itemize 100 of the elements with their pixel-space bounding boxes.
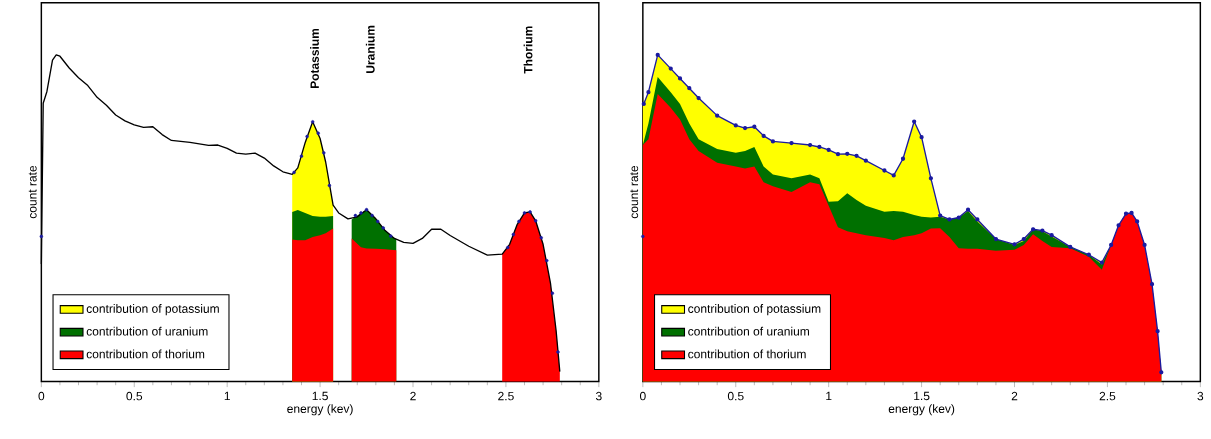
- x-tick-label: 2: [410, 391, 416, 401]
- point: [668, 66, 673, 71]
- point: [1021, 237, 1026, 242]
- x-tick-label: 1.5: [312, 391, 328, 401]
- point: [506, 245, 510, 250]
- point: [891, 173, 896, 178]
- point: [1049, 233, 1054, 238]
- x-tick-label: 1: [826, 391, 832, 401]
- legend-label: contribution of uranium: [688, 326, 809, 336]
- point: [715, 113, 720, 118]
- x-tick-label: 1: [224, 391, 230, 401]
- point: [1099, 260, 1104, 265]
- point: [1123, 211, 1129, 216]
- point: [646, 90, 651, 95]
- point: [556, 350, 560, 354]
- x-tick-label: 3: [1197, 391, 1204, 401]
- point: [1116, 223, 1121, 228]
- point: [928, 176, 934, 181]
- point: [817, 144, 822, 150]
- x-tick-label: 2: [1011, 391, 1018, 401]
- point: [316, 131, 320, 136]
- point: [522, 211, 527, 215]
- point: [733, 123, 738, 128]
- point: [381, 226, 386, 230]
- legend-label: contribution of thorium: [688, 349, 806, 359]
- point: [305, 134, 309, 139]
- legend-label: contribution of thorium: [86, 349, 205, 359]
- legend-label: contribution of potassium: [688, 304, 821, 316]
- point: [364, 208, 369, 212]
- x-tick-label: 0: [38, 391, 45, 401]
- y-axis-title: count rate: [28, 166, 37, 219]
- point: [863, 158, 868, 163]
- point: [947, 217, 952, 222]
- point: [938, 213, 943, 218]
- point: [292, 170, 296, 175]
- x-axis-title: energy (kev): [888, 404, 955, 416]
- point: [388, 234, 393, 238]
- point: [375, 219, 380, 224]
- point: [742, 126, 748, 131]
- x-tick-label: 0.5: [126, 391, 143, 401]
- point: [1135, 219, 1140, 224]
- point: [517, 219, 521, 224]
- point: [370, 213, 374, 218]
- point: [761, 133, 766, 139]
- point: [539, 236, 543, 240]
- point: [789, 141, 794, 146]
- point: [1149, 282, 1155, 287]
- point: [1109, 242, 1114, 248]
- point: [1086, 252, 1091, 257]
- point: [310, 120, 315, 124]
- point: [655, 52, 660, 58]
- x-tick-label: 0.5: [727, 391, 744, 401]
- point: [1159, 370, 1164, 375]
- point: [1030, 227, 1036, 232]
- legend-label: contribution of potassium: [86, 304, 219, 316]
- point: [299, 154, 304, 158]
- y-axis-title: count rate: [630, 166, 639, 219]
- point: [533, 219, 538, 223]
- legend-label: contribution of uranium: [86, 326, 208, 336]
- point: [677, 76, 683, 81]
- point: [826, 147, 831, 153]
- x-tick-label: 2.5: [498, 391, 514, 401]
- x-tick-label: 2.5: [1099, 391, 1116, 401]
- point: [322, 151, 326, 155]
- point: [770, 139, 776, 144]
- point: [696, 95, 701, 101]
- point: [353, 213, 358, 218]
- point: [1142, 242, 1147, 248]
- point: [1068, 244, 1073, 250]
- point: [687, 86, 692, 91]
- x-tick-label: 0: [639, 391, 646, 401]
- point: [900, 156, 906, 161]
- point: [327, 183, 332, 188]
- x-axis-title: energy (kev): [287, 404, 353, 416]
- point: [511, 232, 516, 237]
- point: [912, 119, 917, 124]
- point: [1040, 228, 1045, 233]
- point: [919, 135, 924, 140]
- point: [835, 152, 841, 157]
- point: [641, 234, 645, 239]
- point: [752, 124, 757, 129]
- point: [39, 234, 44, 239]
- annotation: Uranium: [365, 25, 375, 74]
- point: [1155, 329, 1160, 334]
- annotation: Thorium: [523, 26, 533, 74]
- point: [359, 211, 363, 215]
- point: [854, 153, 859, 159]
- x-tick-label: 1.5: [914, 391, 930, 401]
- point: [882, 168, 887, 173]
- point: [807, 143, 813, 148]
- point: [550, 291, 555, 296]
- point: [845, 151, 850, 157]
- point: [528, 210, 532, 214]
- point: [1012, 242, 1017, 247]
- point: [545, 258, 549, 263]
- point: [965, 207, 971, 212]
- point: [641, 101, 646, 107]
- point: [956, 215, 961, 220]
- point: [1129, 210, 1134, 216]
- annotation: Potassium: [310, 29, 319, 89]
